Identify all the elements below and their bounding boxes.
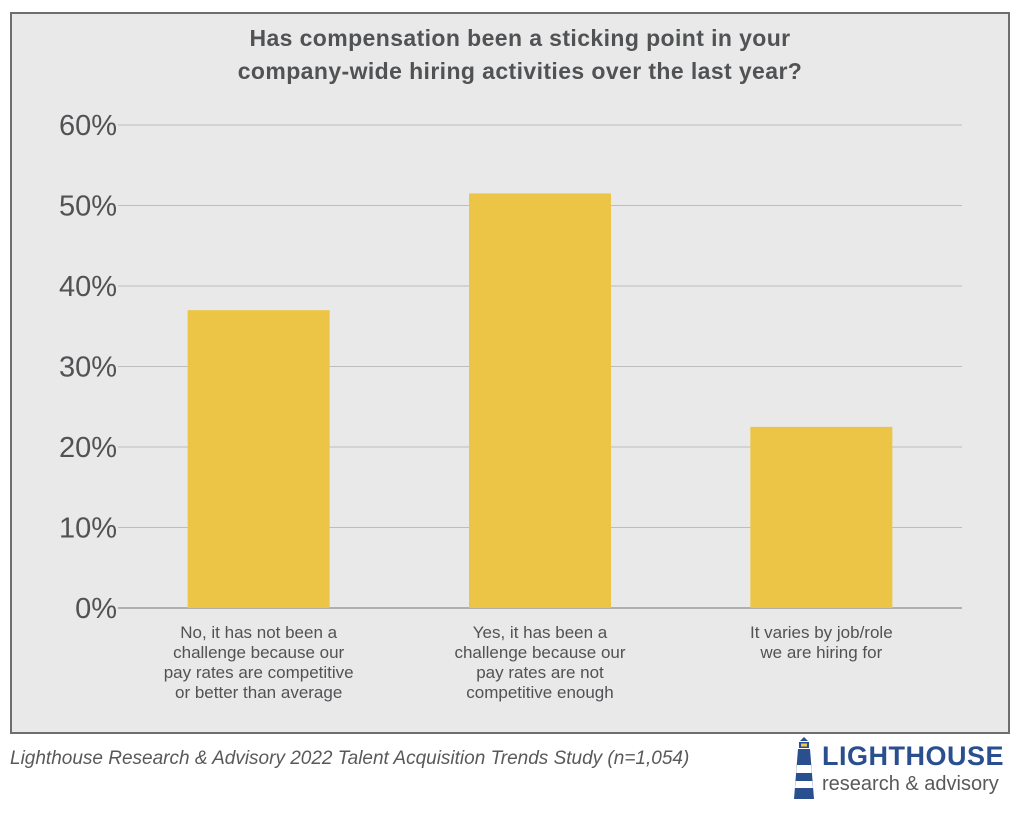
x-tick-label-line: pay rates are not <box>476 663 604 682</box>
logo-name: LIGHTHOUSE <box>822 741 1005 771</box>
source-note: Lighthouse Research & Advisory 2022 Tale… <box>10 748 690 769</box>
lighthouse-icon <box>794 737 814 799</box>
x-tick-label: Yes, it has been a challenge because our p… <box>454 623 625 702</box>
x-tick-label-line: No, it has not been a <box>180 623 337 642</box>
x-tick-label: No, it has not been a challenge because o… <box>164 623 354 702</box>
y-tick-label: 60% <box>59 110 117 142</box>
bar <box>187 310 330 608</box>
x-tick-label-line: we are hiring for <box>759 643 882 662</box>
logo-tagline: research & advisory <box>822 773 999 795</box>
x-tick-label-line: It varies by job/role <box>750 623 893 642</box>
bar <box>469 193 611 609</box>
bar-chart: 0% 10% 20% 30% 40% 50% 60% No, it has not been … <box>59 110 962 702</box>
lighthouse-logo: LIGHTHOUSE research & advisory <box>788 735 1014 805</box>
y-tick-label: 20% <box>59 432 117 464</box>
y-tick-label: 10% <box>59 513 117 545</box>
chart-title-line-1: Has compensation been a sticking point i… <box>249 25 791 51</box>
x-tick-label-line: challenge because our <box>173 643 344 662</box>
x-tick-label-line: challenge because our <box>454 643 625 662</box>
x-tick-label-line: competitive enough <box>466 683 613 702</box>
chart-title-line-2: company-wide hiring activities over the … <box>237 58 803 84</box>
chart-title: Has compensation been a sticking point i… <box>20 22 1020 88</box>
x-tick-label-line: Yes, it has been a <box>473 623 608 642</box>
y-tick-label: 30% <box>59 352 117 384</box>
bar <box>750 426 893 608</box>
y-tick-label: 50% <box>59 191 117 223</box>
x-tick-label-line: pay rates are competitive <box>164 663 354 682</box>
y-tick-label: 40% <box>59 271 117 303</box>
y-tick-label: 0% <box>75 593 117 625</box>
x-tick-label: It varies by job/role we are hiring for <box>750 623 893 662</box>
x-tick-label-line: or better than average <box>175 683 342 702</box>
